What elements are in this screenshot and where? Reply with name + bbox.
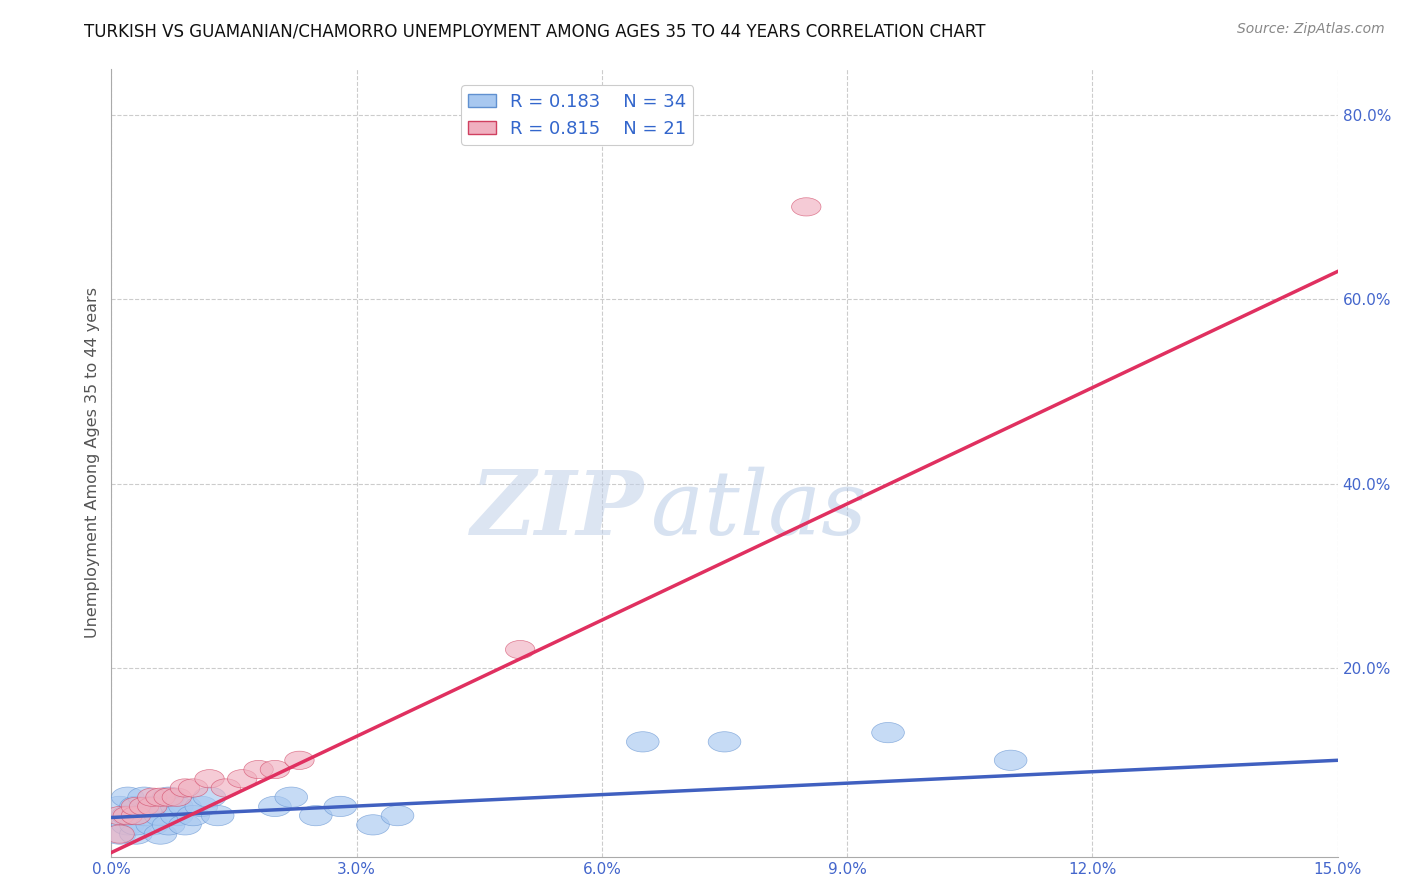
Ellipse shape (228, 770, 257, 788)
Y-axis label: Unemployment Among Ages 35 to 44 years: Unemployment Among Ages 35 to 44 years (86, 287, 100, 639)
Ellipse shape (160, 805, 193, 826)
Text: TURKISH VS GUAMANIAN/CHAMORRO UNEMPLOYMENT AMONG AGES 35 TO 44 YEARS CORRELATION: TURKISH VS GUAMANIAN/CHAMORRO UNEMPLOYME… (84, 22, 986, 40)
Ellipse shape (994, 750, 1026, 771)
Text: ZIP: ZIP (471, 467, 645, 553)
Ellipse shape (105, 825, 135, 843)
Ellipse shape (103, 797, 136, 816)
Ellipse shape (160, 797, 193, 816)
Ellipse shape (505, 640, 534, 658)
Ellipse shape (103, 824, 136, 844)
Ellipse shape (152, 787, 186, 807)
Ellipse shape (260, 760, 290, 779)
Ellipse shape (792, 198, 821, 216)
Ellipse shape (186, 797, 218, 816)
Ellipse shape (153, 788, 183, 806)
Ellipse shape (627, 731, 659, 752)
Ellipse shape (259, 797, 291, 816)
Ellipse shape (285, 751, 314, 770)
Ellipse shape (299, 805, 332, 826)
Ellipse shape (136, 814, 169, 835)
Ellipse shape (193, 787, 226, 807)
Ellipse shape (169, 814, 201, 835)
Ellipse shape (872, 723, 904, 743)
Ellipse shape (146, 788, 176, 806)
Ellipse shape (120, 814, 152, 835)
Ellipse shape (177, 805, 209, 826)
Ellipse shape (179, 779, 208, 797)
Ellipse shape (136, 797, 169, 816)
Ellipse shape (112, 806, 142, 825)
Ellipse shape (143, 805, 177, 826)
Ellipse shape (138, 788, 167, 806)
Ellipse shape (111, 787, 143, 807)
Ellipse shape (162, 788, 191, 806)
Ellipse shape (195, 770, 224, 788)
Ellipse shape (381, 805, 413, 826)
Ellipse shape (323, 797, 357, 816)
Ellipse shape (120, 797, 152, 816)
Ellipse shape (121, 806, 150, 825)
Ellipse shape (120, 824, 152, 844)
Ellipse shape (170, 779, 200, 797)
Ellipse shape (243, 760, 273, 779)
Ellipse shape (357, 814, 389, 835)
Ellipse shape (128, 805, 160, 826)
Ellipse shape (276, 787, 308, 807)
Ellipse shape (138, 797, 167, 815)
Ellipse shape (152, 814, 186, 835)
Ellipse shape (129, 797, 159, 815)
Ellipse shape (121, 797, 150, 815)
Ellipse shape (169, 797, 201, 816)
Ellipse shape (211, 779, 240, 797)
Ellipse shape (128, 787, 160, 807)
Text: atlas: atlas (651, 467, 866, 554)
Ellipse shape (709, 731, 741, 752)
Ellipse shape (111, 814, 143, 835)
Legend: R = 0.183    N = 34, R = 0.815    N = 21: R = 0.183 N = 34, R = 0.815 N = 21 (461, 86, 693, 145)
Ellipse shape (111, 805, 143, 826)
Ellipse shape (105, 806, 135, 825)
Text: Source: ZipAtlas.com: Source: ZipAtlas.com (1237, 22, 1385, 37)
Ellipse shape (143, 824, 177, 844)
Ellipse shape (201, 805, 233, 826)
